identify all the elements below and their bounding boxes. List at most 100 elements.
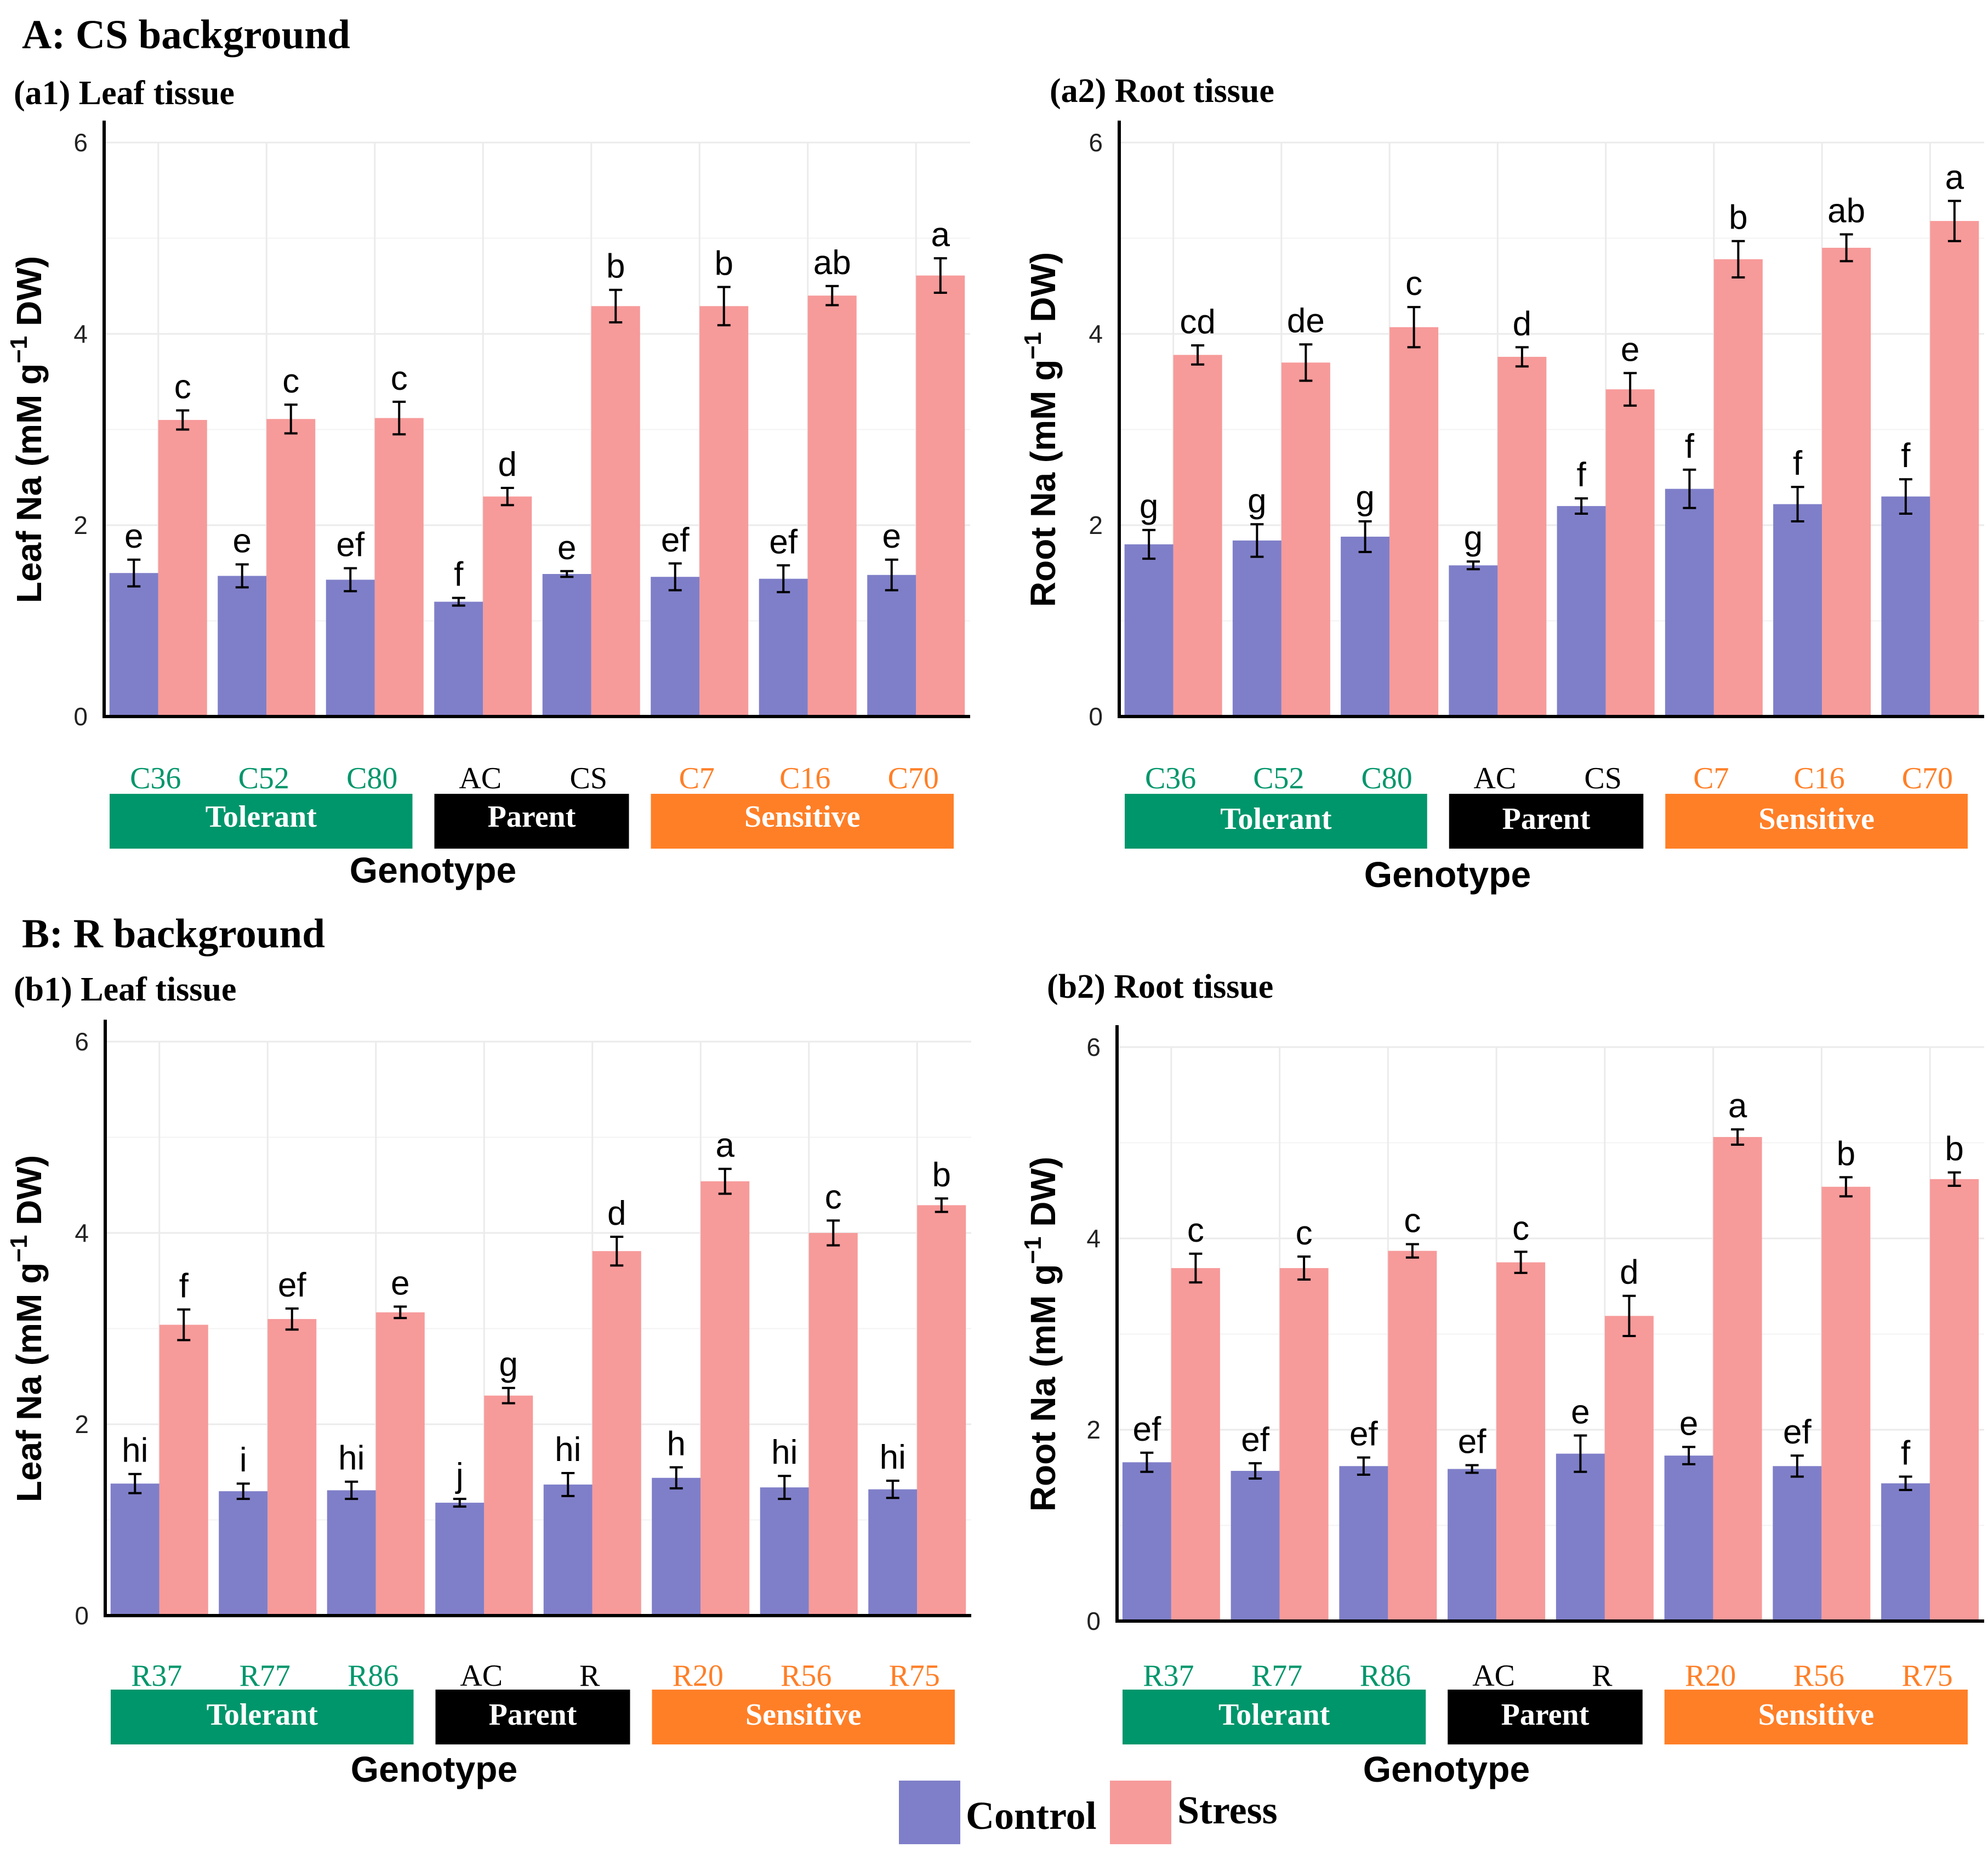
stress-bar-R20 — [700, 1181, 750, 1616]
chart-panel-3: (b1) Leaf tissue hi f i ef hi e j g hi d h a hi c hi b 0 2… — [5, 971, 971, 1789]
stress-error-bar-C80 — [1407, 306, 1421, 349]
stress-letter-R56: c — [825, 1178, 842, 1216]
stress-bar-R — [592, 1251, 641, 1616]
legend-control-swatch — [899, 1781, 960, 1844]
chart-panels: (a1) Leaf tissueececefcfdebefbefabea0246… — [5, 72, 1984, 1789]
x-tick-label-C16: C16 — [779, 761, 830, 795]
stress-bar-AC — [483, 496, 532, 717]
stress-error-bar-AC — [1515, 346, 1529, 368]
control-bar-C52 — [218, 576, 267, 717]
control-bar-R20 — [1664, 1456, 1713, 1621]
stress-error-bar-C7 — [717, 286, 731, 327]
stress-letter-R20: a — [1728, 1087, 1747, 1125]
x-tick-label-R77: R77 — [240, 1659, 290, 1693]
stress-bar-C7 — [699, 306, 749, 717]
control-letter-R77: ef — [1241, 1421, 1269, 1459]
x-tick-label-R37: R37 — [131, 1659, 182, 1693]
group-label-tolerant: Tolerant — [206, 800, 317, 834]
panel-title: (b2) Root tissue — [1047, 968, 1273, 1005]
group-box-tolerant — [1125, 794, 1427, 849]
y-tick-label: 6 — [1086, 1033, 1101, 1061]
control-error-bar-C16 — [1791, 486, 1804, 523]
stress-bar-R77 — [1279, 1268, 1329, 1621]
control-error-bar-R — [561, 1471, 575, 1497]
stress-letter-C36: cd — [1180, 303, 1215, 341]
stress-error-bar-R20 — [718, 1168, 732, 1195]
x-tick-label-C70: C70 — [888, 761, 939, 795]
stress-bar-C52 — [266, 419, 316, 717]
y-tick-label: 2 — [75, 1410, 89, 1439]
x-tick-label-CS: CS — [1584, 761, 1622, 795]
control-letter-R56: hi — [771, 1434, 798, 1471]
stress-bar-R77 — [267, 1319, 317, 1616]
control-bar-C70 — [1881, 496, 1930, 717]
stress-bar-C52 — [1281, 362, 1330, 717]
control-error-bar-R86 — [345, 1480, 358, 1500]
group-box-tolerant — [110, 794, 413, 849]
control-letter-CS: f — [1577, 456, 1587, 494]
control-bar-R77 — [1231, 1471, 1280, 1621]
chart-panel-2: (a2) Root tissue g cd g de g c g d f e f b f ab f a 0 2 4 6 R… — [1019, 72, 1984, 895]
control-letter-C52: g — [1248, 482, 1266, 520]
stress-letter-C36: c — [174, 368, 191, 406]
panel-title: (a2) Root tissue — [1050, 72, 1274, 110]
stress-bar-C70 — [916, 275, 965, 717]
stress-error-bar-R56 — [1839, 1176, 1853, 1198]
stress-error-bar-C52 — [1299, 343, 1313, 382]
y-tick-label: 4 — [73, 320, 88, 348]
control-letter-AC: f — [454, 556, 464, 594]
group-box-sensitive — [652, 1690, 955, 1744]
stress-letter-R56: b — [1837, 1135, 1855, 1173]
x-tick-label-C52: C52 — [238, 761, 289, 795]
control-bar-C16 — [759, 578, 808, 717]
stress-letter-C16: ab — [813, 244, 851, 282]
stress-error-bar-R — [1622, 1294, 1636, 1337]
control-bar-C36 — [1124, 544, 1174, 717]
y-tick-label: 2 — [73, 511, 88, 539]
stress-letter-AC: d — [1513, 305, 1531, 343]
control-bar-R75 — [868, 1489, 918, 1616]
control-error-bar-R37 — [1140, 1451, 1154, 1473]
group-box-parent — [1448, 1690, 1643, 1744]
stress-letter-R86: c — [1404, 1202, 1421, 1240]
stress-bar-C16 — [1822, 247, 1871, 717]
x-tick-label-C80: C80 — [346, 761, 397, 795]
stress-error-bar-C70 — [1947, 200, 1961, 242]
group-box-sensitive — [1665, 794, 1968, 849]
control-letter-CS: e — [557, 529, 576, 567]
control-bar-AC — [1449, 565, 1498, 717]
group-label-tolerant: Tolerant — [1218, 1698, 1330, 1732]
control-error-bar-C80 — [1358, 520, 1372, 553]
group-label-parent: Parent — [488, 800, 576, 834]
stress-error-bar-R — [610, 1235, 624, 1267]
control-letter-AC: ef — [1458, 1423, 1486, 1461]
control-bar-C7 — [651, 577, 700, 717]
control-error-bar-R56 — [1790, 1454, 1804, 1478]
stress-bar-C70 — [1930, 221, 1979, 717]
control-bar-R56 — [1773, 1466, 1822, 1621]
stress-bar-AC — [1497, 356, 1547, 717]
stress-bar-CS — [591, 306, 640, 717]
x-tick-label-R56: R56 — [781, 1659, 831, 1693]
control-bar-AC — [434, 601, 483, 717]
stress-bar-R37 — [1171, 1268, 1220, 1621]
group-label-sensitive: Sensitive — [1758, 1698, 1875, 1732]
stress-error-bar-R75 — [935, 1197, 948, 1213]
control-bar-R86 — [1339, 1466, 1388, 1621]
stress-letter-R20: a — [716, 1127, 735, 1164]
y-axis-label: Leaf Na (mM g−1 DW) — [5, 256, 49, 603]
control-error-bar-C36 — [127, 558, 141, 588]
control-error-bar-R56 — [778, 1475, 791, 1500]
x-tick-label-C80: C80 — [1361, 761, 1412, 795]
stress-letter-R: d — [607, 1195, 626, 1232]
control-error-bar-R — [1574, 1434, 1587, 1473]
x-tick-label-C36: C36 — [130, 761, 181, 795]
y-tick-label: 4 — [1086, 1224, 1101, 1253]
control-letter-R86: hi — [338, 1440, 364, 1477]
y-tick-label: 4 — [75, 1219, 89, 1247]
section-title: A: CS background — [22, 12, 350, 58]
x-tick-label-R: R — [1592, 1659, 1613, 1693]
stress-bar-AC — [1496, 1262, 1546, 1621]
